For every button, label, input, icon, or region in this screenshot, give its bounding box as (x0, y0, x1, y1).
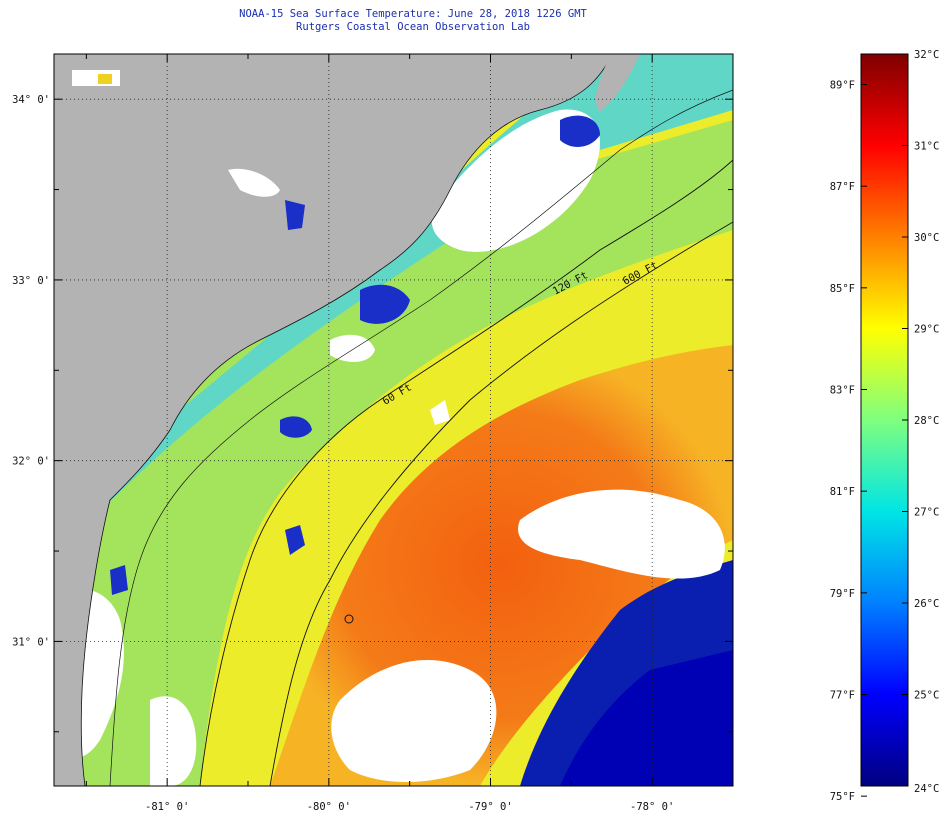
celsius-label: 30°C (914, 232, 939, 244)
lon-label: -80° 0' (307, 801, 351, 813)
temperature-colorbar (860, 53, 909, 787)
map-frame (53, 53, 734, 787)
longitude-labels: -81° 0' -80° 0' -79° 0' -78° 0' (145, 801, 674, 813)
buoy-marker (344, 614, 354, 624)
fahrenheit-label: 87°F (830, 181, 855, 193)
fahrenheit-label: 89°F (830, 80, 855, 92)
fahrenheit-label: 83°F (830, 385, 855, 397)
celsius-label: 24°C (914, 783, 939, 795)
celsius-label: 26°C (914, 598, 939, 610)
land-mass (54, 54, 612, 786)
map-ticks (54, 54, 734, 786)
celsius-label: 28°C (914, 415, 939, 427)
celsius-label: 25°C (914, 690, 939, 702)
nearshore-water (54, 54, 733, 560)
isobath-60ft (109, 89, 733, 786)
fahrenheit-label: 85°F (830, 283, 855, 295)
fahrenheit-label: 81°F (830, 486, 855, 498)
fahrenheit-label: 79°F (830, 588, 855, 600)
lat-label: 34° 0' (12, 94, 50, 106)
celsius-labels: 32°C 31°C 30°C 29°C 28°C 27°C 26°C 25°C 24°C (914, 49, 939, 795)
latitude-labels: 34° 0' 33° 0' 32° 0' 31° 0' (12, 94, 50, 648)
cold-water-core (560, 650, 733, 786)
land-mass-ne (595, 54, 640, 112)
celsius-label: 29°C (914, 324, 939, 336)
fahrenheit-label: 77°F (830, 690, 855, 702)
sst-image: 120 Ft 600 Ft 60 Ft (54, 54, 733, 786)
lon-label: -81° 0' (145, 801, 189, 813)
coastline (54, 54, 613, 786)
map-subtitle: Rutgers Coastal Ocean Observation Lab (296, 21, 530, 33)
lat-label: 33° 0' (12, 275, 50, 287)
map-title: NOAA-15 Sea Surface Temperature: June 28… (239, 8, 587, 20)
lon-label: -79° 0' (468, 801, 512, 813)
fahrenheit-labels: 89°F 87°F 85°F 83°F 81°F 79°F 77°F 75°F (830, 80, 855, 804)
cold-cloud-edge (110, 115, 600, 595)
inland-water-patches (72, 70, 305, 230)
lat-label: 32° 0' (12, 456, 50, 468)
celsius-label: 31°C (914, 141, 939, 153)
lat-label: 31° 0' (12, 636, 50, 648)
isobath-600ft (269, 221, 733, 786)
shelf-water (54, 120, 733, 786)
celsius-label: 32°C (914, 49, 939, 61)
cloud-cover (58, 109, 725, 786)
lon-label: -78° 0' (630, 801, 674, 813)
colorbar-ticks (861, 53, 908, 797)
fahrenheit-label: 75°F (830, 791, 855, 803)
isobath-120ft (199, 159, 733, 786)
celsius-label: 27°C (914, 507, 939, 519)
